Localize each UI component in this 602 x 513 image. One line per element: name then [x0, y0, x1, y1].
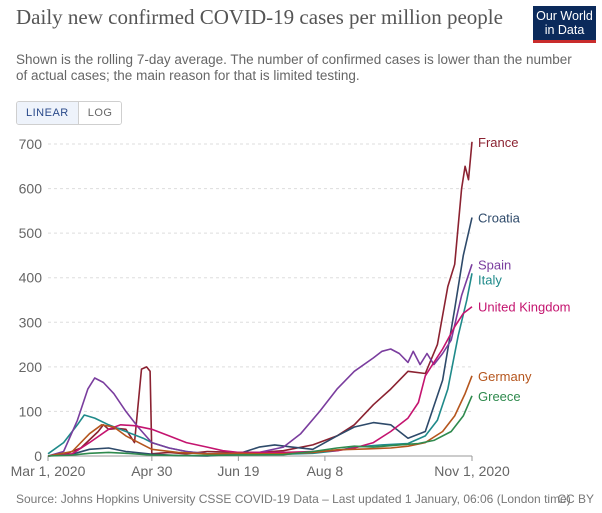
y-tick-label: 200	[19, 359, 43, 375]
x-tick-label: Jun 19	[217, 463, 259, 479]
scale-toggle: LINEAR LOG	[16, 101, 123, 125]
x-tick-label: Apr 30	[131, 463, 172, 479]
owid-logo[interactable]: Our World in Data	[533, 6, 596, 43]
license-link[interactable]: CC BY	[557, 492, 594, 506]
footer: Source: Johns Hopkins University CSSE CO…	[16, 492, 602, 506]
x-tick-label: Nov 1, 2020	[434, 463, 510, 479]
series-label-italy: Italy	[478, 272, 502, 287]
source-note: Source: Johns Hopkins University CSSE CO…	[16, 492, 571, 506]
chart-subtitle: Shown is the rolling 7-day average. The …	[16, 52, 572, 83]
y-tick-label: 500	[19, 225, 43, 241]
series-label-france: France	[478, 135, 518, 150]
log-scale-button[interactable]: LOG	[78, 102, 122, 124]
chart-title: Daily new confirmed COVID-19 cases per m…	[16, 5, 503, 29]
series-label-croatia: Croatia	[478, 211, 521, 226]
series-label-germany: Germany	[478, 369, 532, 384]
series-line-greece	[47, 395, 473, 457]
series-line-united-kingdom	[47, 306, 473, 457]
x-tick-label: Aug 8	[307, 463, 344, 479]
y-tick-label: 400	[19, 270, 43, 286]
series-line-spain	[47, 264, 473, 457]
series-line-croatia	[47, 217, 473, 457]
y-tick-label: 100	[19, 403, 43, 419]
series-label-greece: Greece	[478, 389, 521, 404]
logo-line-2: in Data	[544, 23, 585, 37]
linear-scale-button[interactable]: LINEAR	[17, 102, 79, 124]
x-tick-label: Mar 1, 2020	[11, 463, 86, 479]
series-label-united-kingdom: United Kingdom	[478, 300, 571, 315]
y-tick-label: 0	[34, 448, 42, 464]
logo-line-1: Our World	[536, 9, 593, 23]
line-chart: 0 100 200 300 400 500 600 700 Mar 1, 2020 Apr 30 J…	[11, 135, 571, 479]
y-tick-label: 300	[19, 314, 43, 330]
series-line-germany	[47, 375, 473, 457]
y-tick-label: 600	[19, 181, 43, 197]
series-label-spain: Spain	[478, 257, 511, 272]
y-tick-label: 700	[19, 136, 43, 152]
